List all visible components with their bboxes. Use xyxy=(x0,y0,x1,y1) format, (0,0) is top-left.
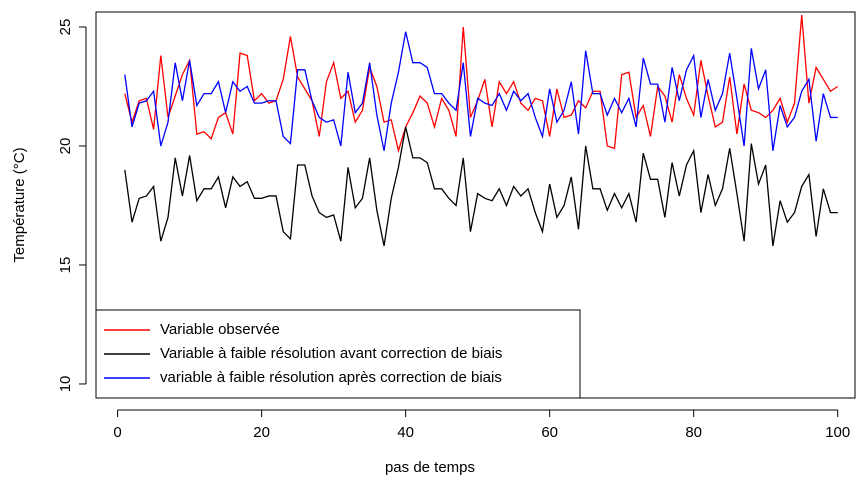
x-axis-label: pas de temps xyxy=(385,459,475,476)
x-tick-label: 40 xyxy=(397,424,414,441)
data-line xyxy=(124,126,838,247)
legend-label: variable à faible résolution après corre… xyxy=(160,369,502,386)
x-tick-label: 100 xyxy=(825,424,850,441)
data-line xyxy=(124,31,838,151)
x-tick-label: 60 xyxy=(541,424,558,441)
x-tick-label: 20 xyxy=(253,424,270,441)
legend-box xyxy=(95,309,581,399)
legend-label: Variable à faible résolution avant corre… xyxy=(160,345,502,362)
data-line xyxy=(124,15,839,154)
y-tick-label: 10 xyxy=(57,376,74,393)
y-tick-label: 15 xyxy=(57,257,74,274)
legend: Variable observée Variable à faible résol… xyxy=(95,309,581,399)
y-tick-label: 25 xyxy=(57,19,74,36)
x-tick-label: 80 xyxy=(685,424,702,441)
x-tick-label: 0 xyxy=(113,424,121,441)
y-axis-label: Température (°C) xyxy=(11,147,28,262)
y-tick-label: 20 xyxy=(57,138,74,155)
legend-label: Variable observée xyxy=(160,321,280,338)
